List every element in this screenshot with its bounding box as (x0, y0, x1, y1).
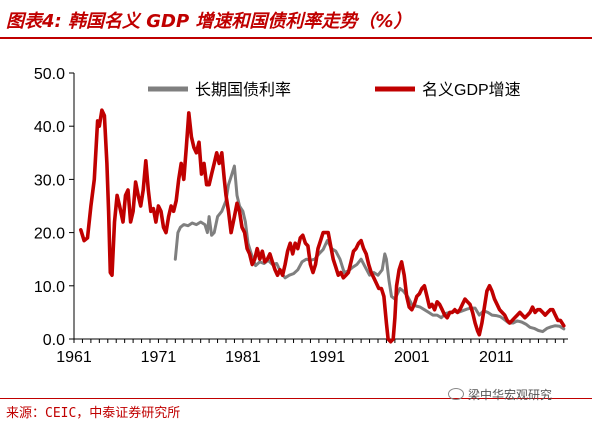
y-tick-label: 30.0 (34, 172, 65, 189)
title-rule (0, 37, 592, 39)
y-tick-label: 40.0 (34, 119, 65, 136)
chart-axes: 0.0 10.0 20.0 30.0 40.0 50.0 1961 1971 1981 1991 2… (34, 66, 568, 366)
series-line-bond-yield (173, 164, 566, 334)
series-layer (79, 108, 566, 344)
legend-label-bond-yield: 长期国债利率 (195, 81, 291, 99)
chart-title: 图表4: 韩国名义 GDP 增速和国债利率走势（%） (6, 11, 412, 32)
series-line-nominal-gdp (79, 108, 566, 344)
y-tick-label: 10.0 (34, 279, 65, 296)
footer-rule (0, 398, 592, 399)
chart-legend: 长期国债利率 名义GDP增速 (148, 81, 521, 99)
x-tick-label: 1971 (141, 349, 177, 366)
x-tick-label: 2001 (394, 349, 430, 366)
y-tick-label: 0.0 (43, 332, 65, 349)
x-tick-label: 2011 (479, 349, 514, 366)
x-tick-label: 1961 (56, 349, 92, 366)
y-tick-label: 50.0 (34, 66, 65, 83)
watermark: 梁中华宏观研究 (448, 386, 552, 403)
wechat-icon (448, 388, 464, 400)
watermark-text: 梁中华宏观研究 (468, 388, 553, 402)
source-note: 来源：CEIC，中泰证券研究所 (6, 406, 181, 421)
x-tick-label: 1981 (225, 349, 261, 366)
y-tick-label: 20.0 (34, 226, 65, 243)
legend-label-nominal-gdp: 名义GDP增速 (422, 81, 521, 99)
title-bar: 图表4: 韩国名义 GDP 增速和国债利率走势（%） (0, 0, 592, 39)
x-tick-label: 1991 (310, 349, 346, 366)
line-chart: 0.0 10.0 20.0 30.0 40.0 50.0 1961 1971 1981 1991 2… (34, 66, 568, 366)
